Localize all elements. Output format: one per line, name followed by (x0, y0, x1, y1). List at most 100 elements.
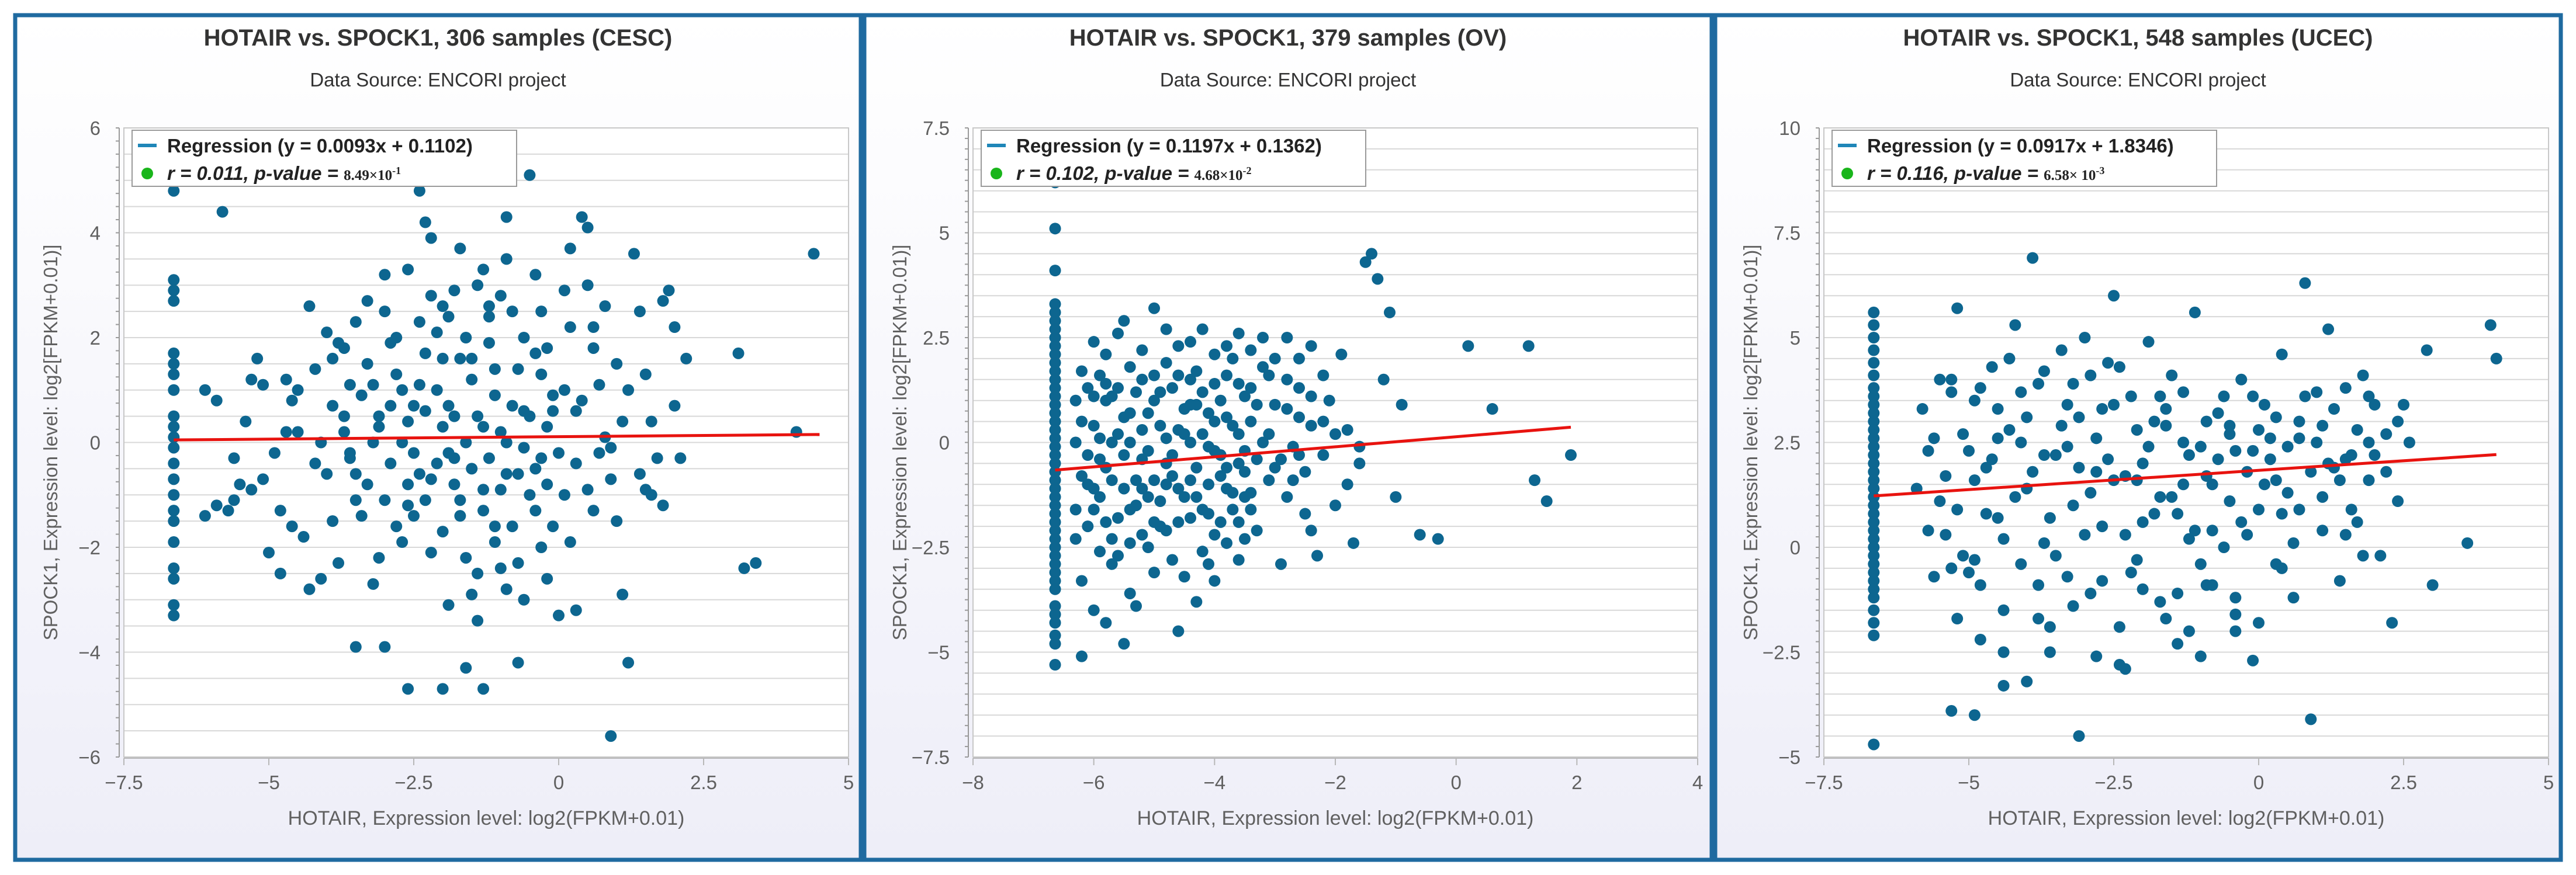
chart-panel-3: HOTAIR vs. SPOCK1, 548 samples (UCEC) Dat… (1713, 13, 2563, 862)
data-point (448, 478, 461, 491)
data-point (168, 421, 180, 433)
x-tick-label: 2.5 (690, 772, 717, 793)
data-point (489, 363, 501, 375)
data-point (2137, 516, 2149, 528)
data-point (1317, 415, 1329, 428)
data-point (1076, 575, 1088, 587)
data-point (327, 400, 339, 412)
data-point (2119, 663, 2131, 675)
data-point (1868, 508, 1880, 520)
data-point (1263, 369, 1275, 381)
data-point (168, 473, 180, 485)
data-point (483, 336, 495, 349)
data-point (605, 730, 617, 742)
data-point (199, 510, 211, 522)
data-point (396, 384, 408, 396)
data-point (1049, 516, 1061, 528)
data-point (385, 400, 397, 412)
data-point (216, 206, 228, 218)
x-tick-label: −4 (1204, 772, 1226, 793)
data-point (1922, 445, 1934, 457)
data-point (1868, 491, 1880, 503)
data-point (1076, 470, 1088, 482)
data-point (1049, 298, 1061, 310)
x-tick-label: −2.5 (2094, 772, 2132, 793)
data-point (529, 347, 542, 359)
data-point (494, 484, 507, 496)
y-tick-label: −4 (78, 642, 101, 664)
data-point (1992, 432, 2004, 445)
data-point (1118, 482, 1130, 495)
data-point (669, 321, 681, 334)
legend-stat-text: r = 0.011, p-value = 8.49×10-1 (167, 162, 401, 184)
data-point (168, 368, 180, 380)
data-point (2049, 449, 2062, 461)
data-point (1160, 432, 1172, 445)
data-point (168, 515, 180, 527)
data-point (529, 463, 542, 475)
data-point (2003, 352, 2016, 364)
data-point (1049, 617, 1061, 629)
chart-subtitle: Data Source: ENCORI project (2010, 69, 2266, 91)
data-point (1049, 323, 1061, 335)
x-axis-title: HOTAIR, Expression level: log2(FPKM+0.01… (288, 807, 685, 829)
data-point (500, 468, 513, 480)
data-point (1185, 336, 1196, 348)
data-point (1049, 407, 1061, 419)
data-point (1281, 332, 1293, 343)
data-point (558, 284, 570, 297)
data-point (529, 269, 542, 281)
data-point (1945, 386, 1958, 398)
data-point (483, 311, 495, 323)
data-point (268, 447, 281, 459)
data-point (1049, 525, 1061, 537)
data-point (1868, 390, 1880, 402)
plot-border (1823, 127, 2549, 758)
data-point (518, 593, 530, 606)
data-point (1049, 482, 1061, 495)
data-point (2033, 579, 2045, 591)
data-point (1136, 373, 1148, 386)
data-point (2172, 638, 2184, 650)
data-point (1239, 533, 1251, 545)
data-point (1275, 558, 1287, 570)
legend-regression-label: Regression (y = 0.0093x + 0.1102) (167, 135, 473, 157)
data-point (535, 541, 548, 553)
data-point (2363, 390, 2375, 402)
data-point (1076, 650, 1088, 662)
data-point (570, 604, 582, 616)
data-point (1203, 558, 1214, 570)
data-point (2281, 487, 2294, 499)
data-point (2108, 398, 2120, 411)
data-point (1076, 415, 1088, 428)
data-point (1185, 436, 1196, 449)
data-point (2194, 440, 2207, 453)
data-point (2194, 650, 2207, 662)
y-tick-label: 0 (1790, 537, 1801, 558)
data-point (477, 683, 490, 695)
data-point (1172, 340, 1185, 352)
data-point (1172, 369, 1185, 381)
data-point (257, 379, 269, 391)
data-point (402, 415, 414, 428)
data-point (1257, 361, 1269, 373)
data-point (1106, 436, 1118, 449)
data-point (1868, 415, 1880, 428)
data-point (2229, 592, 2242, 604)
data-point (2357, 550, 2369, 562)
data-point (199, 384, 211, 396)
data-point (210, 499, 223, 512)
data-point (2276, 348, 2288, 360)
data-point (1868, 382, 1880, 394)
data-point (1203, 407, 1214, 419)
data-point (1372, 273, 1384, 285)
data-point (2369, 449, 2381, 461)
data-point (2311, 386, 2323, 398)
data-point (1245, 344, 1257, 356)
data-point (2317, 419, 2329, 432)
data-point (593, 379, 605, 391)
data-point (611, 357, 623, 370)
data-point (2154, 390, 2166, 402)
data-point (286, 520, 298, 533)
data-point (251, 352, 264, 364)
